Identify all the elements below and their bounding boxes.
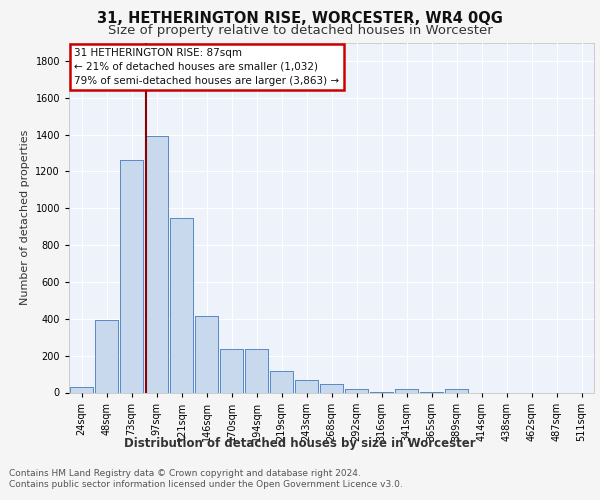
Text: 31 HETHERINGTON RISE: 87sqm
← 21% of detached houses are smaller (1,032)
79% of : 31 HETHERINGTON RISE: 87sqm ← 21% of det… bbox=[74, 48, 340, 86]
Bar bbox=[445, 389, 469, 392]
Bar bbox=[194, 316, 218, 392]
Bar bbox=[194, 316, 218, 392]
Bar bbox=[119, 160, 143, 392]
Bar bbox=[445, 389, 469, 392]
Bar bbox=[170, 218, 193, 392]
Bar bbox=[170, 218, 193, 392]
Bar bbox=[344, 389, 368, 392]
Bar bbox=[320, 384, 343, 392]
Bar bbox=[245, 349, 268, 393]
Text: Contains public sector information licensed under the Open Government Licence v3: Contains public sector information licen… bbox=[9, 480, 403, 489]
Bar bbox=[395, 390, 418, 392]
Bar bbox=[220, 349, 244, 393]
Text: Contains HM Land Registry data © Crown copyright and database right 2024.: Contains HM Land Registry data © Crown c… bbox=[9, 469, 361, 478]
Bar bbox=[320, 384, 343, 392]
Bar bbox=[70, 387, 94, 392]
Y-axis label: Number of detached properties: Number of detached properties bbox=[20, 130, 30, 305]
Bar bbox=[269, 372, 293, 392]
Bar bbox=[119, 160, 143, 392]
Bar bbox=[245, 349, 268, 393]
Bar bbox=[145, 136, 169, 392]
Text: 31, HETHERINGTON RISE, WORCESTER, WR4 0QG: 31, HETHERINGTON RISE, WORCESTER, WR4 0Q… bbox=[97, 11, 503, 26]
Text: Distribution of detached houses by size in Worcester: Distribution of detached houses by size … bbox=[124, 438, 476, 450]
Bar bbox=[220, 349, 244, 393]
Bar bbox=[295, 380, 319, 392]
Bar bbox=[95, 320, 118, 392]
Bar bbox=[145, 136, 169, 392]
Bar bbox=[344, 389, 368, 392]
Bar bbox=[295, 380, 319, 392]
Bar bbox=[395, 390, 418, 392]
Bar bbox=[269, 372, 293, 392]
Bar bbox=[70, 387, 94, 392]
Text: Size of property relative to detached houses in Worcester: Size of property relative to detached ho… bbox=[107, 24, 493, 37]
Bar bbox=[95, 320, 118, 392]
